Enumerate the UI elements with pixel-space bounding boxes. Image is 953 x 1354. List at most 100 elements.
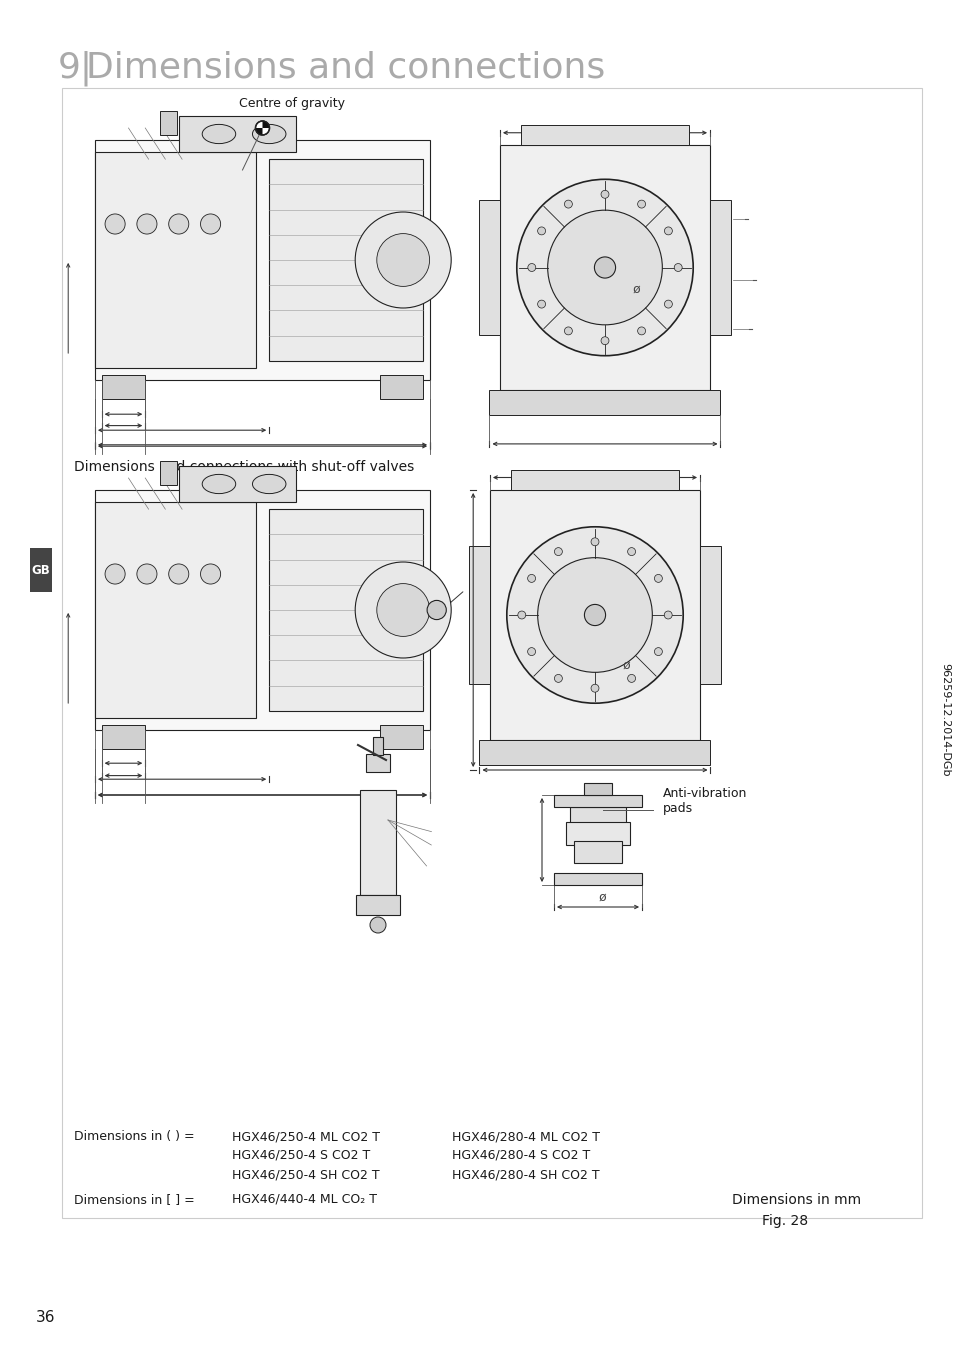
Text: HGX46/250-4 ML CO2 T: HGX46/250-4 ML CO2 T bbox=[232, 1131, 379, 1143]
Wedge shape bbox=[262, 121, 269, 129]
Bar bbox=[30, 548, 52, 592]
Circle shape bbox=[517, 179, 693, 356]
Bar bbox=[479, 741, 710, 765]
Circle shape bbox=[517, 611, 525, 619]
Bar bbox=[102, 726, 145, 749]
Ellipse shape bbox=[253, 125, 286, 144]
Text: 36: 36 bbox=[36, 1311, 55, 1326]
Circle shape bbox=[600, 191, 608, 198]
Bar bbox=[379, 726, 423, 749]
Bar bbox=[520, 126, 688, 145]
Circle shape bbox=[537, 227, 545, 234]
Circle shape bbox=[547, 210, 661, 325]
Text: pads: pads bbox=[662, 802, 693, 815]
Circle shape bbox=[200, 214, 220, 234]
Bar bbox=[95, 139, 430, 380]
Circle shape bbox=[554, 547, 561, 555]
Circle shape bbox=[527, 574, 535, 582]
Bar bbox=[178, 466, 295, 502]
Circle shape bbox=[637, 200, 645, 209]
Circle shape bbox=[654, 647, 661, 655]
Bar bbox=[469, 546, 490, 684]
Circle shape bbox=[427, 600, 446, 620]
Circle shape bbox=[376, 234, 429, 287]
Text: Anti-vibration: Anti-vibration bbox=[662, 787, 746, 800]
Circle shape bbox=[637, 326, 645, 334]
Circle shape bbox=[627, 674, 635, 682]
Bar bbox=[569, 807, 625, 827]
Circle shape bbox=[594, 257, 615, 278]
Bar bbox=[359, 789, 395, 895]
Text: HGX46/280-4 ML CO2 T: HGX46/280-4 ML CO2 T bbox=[452, 1131, 599, 1143]
Text: 96259-12.2014-DGb: 96259-12.2014-DGb bbox=[939, 663, 949, 777]
Circle shape bbox=[506, 527, 682, 703]
Bar bbox=[269, 160, 423, 360]
Circle shape bbox=[255, 121, 269, 135]
Circle shape bbox=[537, 301, 545, 309]
Circle shape bbox=[663, 301, 672, 309]
Text: HGX46/280-4 S CO2 T: HGX46/280-4 S CO2 T bbox=[452, 1150, 590, 1162]
Text: Dimensions in [ ] =: Dimensions in [ ] = bbox=[74, 1193, 194, 1206]
Circle shape bbox=[554, 674, 561, 682]
Text: HGX46/440-4 ML CO₂ T: HGX46/440-4 ML CO₂ T bbox=[232, 1193, 376, 1206]
Circle shape bbox=[627, 547, 635, 555]
Wedge shape bbox=[255, 129, 262, 135]
Circle shape bbox=[200, 565, 220, 584]
Bar bbox=[95, 502, 255, 718]
Bar bbox=[379, 375, 423, 399]
Text: Dimensions in ( ) =: Dimensions in ( ) = bbox=[74, 1131, 194, 1143]
Bar bbox=[62, 88, 921, 1219]
Circle shape bbox=[169, 565, 189, 584]
Text: Dimensions and connections with shut-off valves: Dimensions and connections with shut-off… bbox=[74, 460, 414, 474]
Circle shape bbox=[136, 565, 157, 584]
Circle shape bbox=[376, 584, 429, 636]
Circle shape bbox=[654, 574, 661, 582]
Circle shape bbox=[355, 213, 451, 307]
Text: GB: GB bbox=[31, 563, 51, 577]
Bar bbox=[499, 145, 709, 390]
Bar bbox=[95, 152, 255, 368]
Bar bbox=[478, 200, 499, 334]
Text: Dimensions and connections: Dimensions and connections bbox=[86, 50, 604, 84]
Bar bbox=[554, 795, 641, 807]
Bar bbox=[700, 546, 720, 684]
Ellipse shape bbox=[202, 125, 235, 144]
Bar bbox=[160, 111, 177, 135]
Bar bbox=[554, 873, 641, 886]
Bar bbox=[269, 509, 423, 711]
Text: 9|: 9| bbox=[58, 50, 93, 85]
Bar bbox=[102, 375, 145, 399]
Bar bbox=[95, 490, 430, 730]
Bar bbox=[489, 390, 720, 414]
Circle shape bbox=[105, 214, 125, 234]
Text: Dimensions in mm: Dimensions in mm bbox=[731, 1193, 861, 1206]
Circle shape bbox=[136, 214, 157, 234]
Bar bbox=[160, 462, 177, 485]
Circle shape bbox=[663, 611, 672, 619]
Bar bbox=[178, 116, 295, 152]
Circle shape bbox=[370, 917, 386, 933]
Circle shape bbox=[537, 558, 652, 673]
Circle shape bbox=[169, 214, 189, 234]
Circle shape bbox=[584, 604, 605, 626]
Text: Fig. 28: Fig. 28 bbox=[761, 1215, 807, 1228]
Circle shape bbox=[105, 565, 125, 584]
Text: ø: ø bbox=[598, 891, 605, 903]
Text: HGX46/280-4 SH CO2 T: HGX46/280-4 SH CO2 T bbox=[452, 1169, 599, 1181]
Circle shape bbox=[564, 200, 572, 209]
Text: Centre of gravity: Centre of gravity bbox=[239, 97, 345, 110]
Circle shape bbox=[600, 337, 608, 345]
Text: HGX46/250-4 S CO2 T: HGX46/250-4 S CO2 T bbox=[232, 1150, 370, 1162]
Ellipse shape bbox=[202, 474, 235, 494]
Bar bbox=[373, 737, 382, 756]
Circle shape bbox=[527, 264, 536, 271]
Bar bbox=[355, 895, 399, 915]
Circle shape bbox=[564, 326, 572, 334]
Bar bbox=[709, 200, 730, 334]
Circle shape bbox=[355, 562, 451, 658]
Text: ø: ø bbox=[622, 658, 630, 672]
Bar bbox=[366, 754, 390, 772]
Circle shape bbox=[591, 684, 598, 692]
Circle shape bbox=[527, 647, 535, 655]
Bar bbox=[574, 841, 621, 862]
